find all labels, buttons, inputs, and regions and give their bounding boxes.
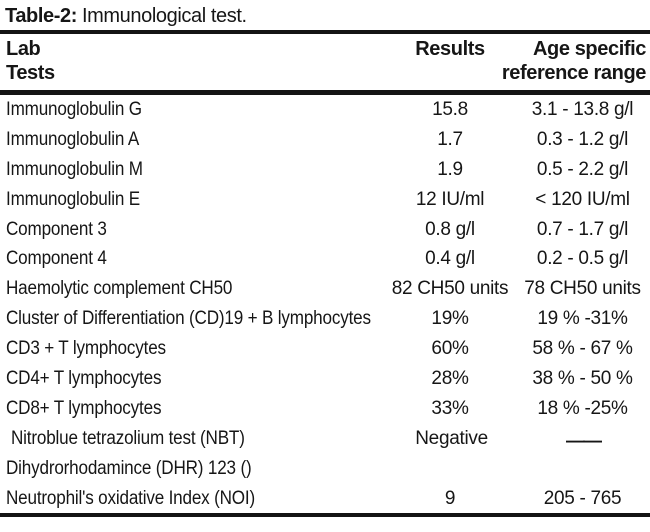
result-cell: 15.8: [432, 98, 468, 120]
result-cell: 0.4 g/l: [425, 248, 475, 270]
table-row: Immunoglobulin M 1.9 0.5 - 2.2 g/l: [0, 155, 650, 185]
header-reference-range-line2: reference range: [501, 62, 646, 84]
table-row: Neutrophil's oxidative Index (NOI) 9 205…: [0, 484, 650, 514]
test-name-cell: Cluster of Differentiation (CD)19 + B ly…: [6, 308, 371, 330]
range-cell: 0.2 - 0.5 g/l: [536, 248, 629, 270]
test-name-cell: Component 4: [6, 248, 107, 270]
result-cell: Negative: [415, 427, 488, 449]
table-caption-label: Table-2:: [5, 5, 77, 27]
table-row: Component 3 0.8 g/l 0.7 - 1.7 g/l: [0, 215, 650, 245]
test-name-cell: Haemolytic complement CH50: [6, 278, 233, 300]
table-header-row: Lab Tests Results Age specific reference…: [0, 34, 650, 90]
range-cell: 3.1 - 13.8 g/l: [531, 98, 634, 120]
header-tests: Tests: [6, 62, 55, 84]
result-cell: 0.8 g/l: [425, 218, 475, 240]
test-name-cell: Nitroblue tetrazolium test (NBT): [11, 427, 245, 449]
test-name-cell: Dihydrorhodamince (DHR) 123 (): [6, 457, 252, 479]
table-row: Component 4 0.4 g/l 0.2 - 0.5 g/l: [0, 244, 650, 274]
table-row: CD4+ T lymphocytes 28% 38 % - 50 %: [0, 364, 650, 394]
range-cell: 78 CH50 units: [524, 278, 641, 300]
range-cell: 0.3 - 1.2 g/l: [536, 128, 629, 150]
range-cell: 205 - 765: [543, 487, 622, 509]
result-cell: 33%: [431, 397, 469, 419]
table-row: Cluster of Differentiation (CD)19 + B ly…: [0, 304, 650, 334]
table-row: CD8+ T lymphocytes 33% 18 % -25%: [0, 394, 650, 424]
bottom-rule: [0, 513, 650, 518]
test-name-cell: Component 3: [6, 218, 107, 240]
header-age-specific: Age specific: [532, 38, 646, 60]
result-cell: 60%: [431, 338, 469, 360]
range-cell: 58 % - 67 %: [532, 338, 633, 360]
top-rule: [0, 30, 650, 34]
result-cell: 82 CH50 units: [391, 278, 509, 300]
test-name-cell: CD8+ T lymphocytes: [6, 397, 162, 419]
result-cell: 12 IU/ml: [415, 188, 485, 210]
result-cell: 28%: [431, 367, 469, 389]
range-cell: 18 % -25%: [537, 397, 628, 419]
test-name-cell: Immunoglobulin E: [6, 188, 141, 210]
header-rule: [0, 90, 650, 95]
range-cell: 0.7 - 1.7 g/l: [536, 218, 629, 240]
test-name-cell: Immunoglobulin G: [6, 98, 142, 120]
test-name-cell: Neutrophil's oxidative Index (NOI): [6, 487, 256, 509]
table-row: Dihydrorhodamince (DHR) 123 (): [0, 454, 650, 484]
header-lab: Lab: [6, 38, 41, 60]
result-cell: 1.7: [437, 128, 463, 150]
table-row: Nitroblue tetrazolium test (NBT) Negativ…: [0, 424, 650, 454]
header-lab-tests: Lab Tests: [0, 37, 385, 85]
range-cell: < 120 IU/ml: [535, 188, 630, 210]
test-name-cell: CD3 + T lymphocytes: [6, 338, 166, 360]
range-cell: 38 % - 50 %: [532, 367, 633, 389]
result-cell: 9: [444, 487, 456, 509]
header-reference-range: Age specific reference range: [502, 37, 648, 85]
table-caption: Table-2: Immunological test.: [0, 0, 650, 30]
table-row: Immunoglobulin G 15.8 3.1 - 13.8 g/l: [0, 95, 650, 125]
test-name-cell: CD4+ T lymphocytes: [6, 367, 162, 389]
table-caption-text: Immunological test.: [82, 5, 247, 27]
table-body: Immunoglobulin G 15.8 3.1 - 13.8 g/l Imm…: [0, 95, 650, 513]
range-cell: 19 % -31%: [537, 308, 628, 330]
table-row: Immunoglobulin A 1.7 0.3 - 1.2 g/l: [0, 125, 650, 155]
header-results: Results: [415, 38, 485, 60]
result-cell: 1.9: [437, 158, 463, 180]
test-name-cell: Immunoglobulin A: [6, 128, 140, 150]
table-row: Haemolytic complement CH50 82 CH50 units…: [0, 274, 650, 304]
range-cell: ——: [566, 430, 602, 452]
table-row: Immunoglobulin E 12 IU/ml < 120 IU/ml: [0, 185, 650, 215]
range-cell: 0.5 - 2.2 g/l: [536, 158, 629, 180]
result-cell: 19%: [431, 308, 469, 330]
table-row: CD3 + T lymphocytes 60% 58 % - 67 %: [0, 334, 650, 364]
test-name-cell: Immunoglobulin M: [6, 158, 143, 180]
